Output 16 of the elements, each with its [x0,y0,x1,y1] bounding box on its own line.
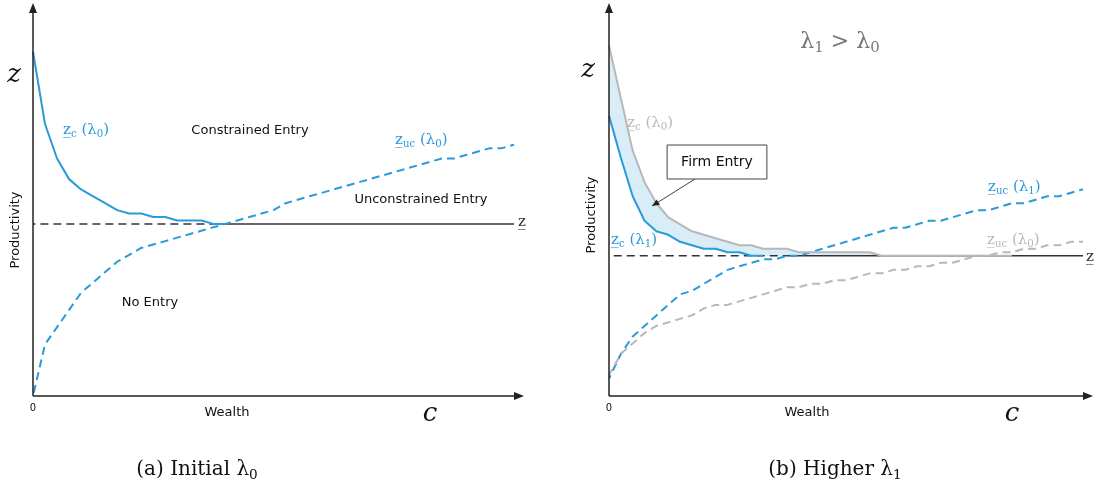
text: 0 [29,401,37,413]
x-axis-title: Wealth [784,404,830,420]
text: 0 [605,401,613,413]
y-axis-title: Productivity [7,191,23,269]
y-axis-title: Productivity [583,176,599,254]
text: z [6,57,22,88]
text: c [1004,396,1020,427]
annotation: Firm Entry [681,152,753,169]
annotation: No Entry [121,294,179,310]
text: c [422,396,438,427]
text: z [580,52,596,83]
annotation: Unconstrained Entry [354,191,488,207]
x-axis-title: Wealth [204,404,250,420]
series-label: z̲ [1085,246,1094,265]
annotation: Constrained Entry [191,122,309,138]
series-label: z̲ [517,211,526,230]
